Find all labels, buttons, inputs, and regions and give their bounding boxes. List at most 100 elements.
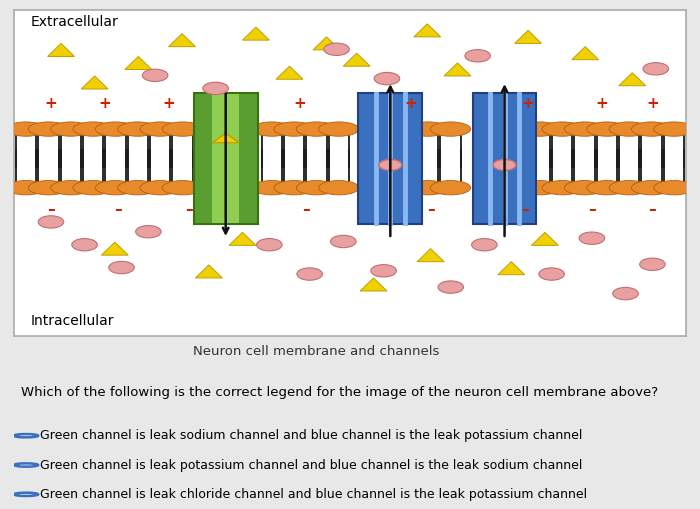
Circle shape bbox=[379, 159, 402, 171]
Text: Intracellular: Intracellular bbox=[31, 314, 114, 327]
Polygon shape bbox=[195, 265, 223, 278]
Ellipse shape bbox=[519, 122, 560, 136]
Polygon shape bbox=[125, 56, 152, 69]
Ellipse shape bbox=[95, 122, 136, 136]
Text: +: + bbox=[293, 97, 306, 111]
Ellipse shape bbox=[631, 181, 672, 195]
Text: –: – bbox=[114, 202, 122, 217]
Ellipse shape bbox=[95, 181, 136, 195]
Text: +: + bbox=[404, 97, 417, 111]
Bar bbox=[473, 93, 536, 224]
Ellipse shape bbox=[430, 122, 470, 136]
Text: –: – bbox=[588, 202, 596, 217]
Text: Which of the following is the correct legend for the image of the neuron cell me: Which of the following is the correct le… bbox=[21, 386, 658, 399]
Polygon shape bbox=[360, 278, 387, 291]
Ellipse shape bbox=[274, 181, 314, 195]
Polygon shape bbox=[229, 232, 256, 245]
Ellipse shape bbox=[609, 181, 650, 195]
Ellipse shape bbox=[564, 122, 605, 136]
Text: +: + bbox=[162, 97, 175, 111]
Circle shape bbox=[136, 225, 161, 238]
Circle shape bbox=[374, 72, 400, 85]
Ellipse shape bbox=[408, 122, 448, 136]
Polygon shape bbox=[102, 242, 128, 255]
Text: Extracellular: Extracellular bbox=[31, 15, 118, 30]
Polygon shape bbox=[313, 37, 340, 50]
Circle shape bbox=[493, 159, 516, 171]
Ellipse shape bbox=[6, 122, 46, 136]
Ellipse shape bbox=[50, 181, 91, 195]
Circle shape bbox=[539, 268, 564, 280]
Ellipse shape bbox=[654, 181, 694, 195]
Ellipse shape bbox=[140, 181, 181, 195]
Text: –: – bbox=[47, 202, 55, 217]
Ellipse shape bbox=[252, 181, 292, 195]
Polygon shape bbox=[417, 248, 444, 262]
Circle shape bbox=[643, 63, 668, 75]
Text: –: – bbox=[427, 202, 435, 217]
Ellipse shape bbox=[430, 181, 470, 195]
Ellipse shape bbox=[28, 181, 69, 195]
Text: –: – bbox=[185, 202, 193, 217]
Polygon shape bbox=[414, 24, 441, 37]
Polygon shape bbox=[212, 133, 239, 143]
Circle shape bbox=[640, 258, 665, 270]
Circle shape bbox=[612, 288, 638, 300]
Ellipse shape bbox=[542, 181, 582, 195]
Circle shape bbox=[330, 235, 356, 248]
Ellipse shape bbox=[73, 181, 113, 195]
Ellipse shape bbox=[50, 122, 91, 136]
Polygon shape bbox=[242, 27, 270, 40]
Text: Green channel is leak sodium channel and blue channel is the leak potassium chan: Green channel is leak sodium channel and… bbox=[39, 429, 582, 442]
Circle shape bbox=[465, 49, 491, 62]
Polygon shape bbox=[514, 31, 542, 43]
Circle shape bbox=[438, 281, 463, 293]
Ellipse shape bbox=[162, 122, 202, 136]
Ellipse shape bbox=[274, 122, 314, 136]
Ellipse shape bbox=[609, 122, 650, 136]
Polygon shape bbox=[48, 43, 74, 56]
Bar bbox=[212, 94, 239, 222]
Polygon shape bbox=[531, 232, 559, 245]
Ellipse shape bbox=[408, 181, 448, 195]
Polygon shape bbox=[343, 53, 370, 66]
Polygon shape bbox=[572, 47, 598, 60]
Ellipse shape bbox=[118, 181, 158, 195]
Ellipse shape bbox=[519, 181, 560, 195]
Bar bbox=[194, 93, 258, 224]
Ellipse shape bbox=[654, 122, 694, 136]
Text: +: + bbox=[522, 97, 535, 111]
Polygon shape bbox=[276, 66, 303, 79]
Text: +: + bbox=[646, 97, 659, 111]
Polygon shape bbox=[498, 262, 525, 275]
Ellipse shape bbox=[140, 122, 181, 136]
Text: –: – bbox=[648, 202, 657, 217]
Circle shape bbox=[324, 43, 349, 55]
Polygon shape bbox=[619, 73, 645, 86]
Circle shape bbox=[472, 239, 497, 251]
Ellipse shape bbox=[162, 181, 202, 195]
Text: Neuron cell membrane and channels: Neuron cell membrane and channels bbox=[193, 346, 440, 358]
Ellipse shape bbox=[542, 122, 582, 136]
Text: –: – bbox=[302, 202, 310, 217]
Polygon shape bbox=[169, 34, 195, 47]
Circle shape bbox=[257, 239, 282, 251]
Ellipse shape bbox=[28, 122, 69, 136]
Ellipse shape bbox=[296, 181, 337, 195]
Ellipse shape bbox=[631, 122, 672, 136]
Circle shape bbox=[38, 216, 64, 228]
Text: +: + bbox=[45, 97, 57, 111]
Ellipse shape bbox=[118, 122, 158, 136]
Circle shape bbox=[142, 69, 168, 81]
Circle shape bbox=[72, 239, 97, 251]
Ellipse shape bbox=[587, 181, 627, 195]
Polygon shape bbox=[444, 63, 471, 76]
Circle shape bbox=[108, 261, 134, 274]
Circle shape bbox=[371, 265, 396, 277]
Polygon shape bbox=[81, 76, 108, 89]
Bar bbox=[358, 93, 422, 224]
Ellipse shape bbox=[73, 122, 113, 136]
Ellipse shape bbox=[252, 122, 292, 136]
Ellipse shape bbox=[318, 122, 359, 136]
Text: Green channel is leak potassium channel and blue channel is the leak sodium chan: Green channel is leak potassium channel … bbox=[39, 459, 582, 471]
